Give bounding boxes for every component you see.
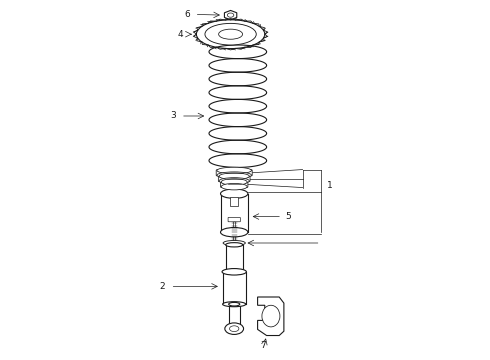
Ellipse shape: [220, 189, 248, 198]
Ellipse shape: [221, 179, 247, 185]
Ellipse shape: [223, 240, 245, 246]
FancyBboxPatch shape: [219, 176, 250, 182]
Ellipse shape: [222, 269, 246, 275]
Ellipse shape: [222, 269, 246, 274]
Text: 4: 4: [177, 30, 183, 39]
Text: 2: 2: [159, 282, 165, 291]
Ellipse shape: [262, 305, 280, 327]
Text: 5: 5: [285, 212, 291, 221]
Ellipse shape: [222, 302, 246, 307]
Ellipse shape: [196, 20, 265, 49]
Text: 1: 1: [327, 181, 333, 190]
Ellipse shape: [217, 172, 251, 179]
FancyBboxPatch shape: [220, 181, 248, 188]
FancyBboxPatch shape: [216, 170, 252, 176]
Ellipse shape: [220, 228, 248, 237]
Ellipse shape: [225, 323, 244, 334]
Text: 7: 7: [260, 341, 266, 350]
Ellipse shape: [225, 243, 243, 247]
Ellipse shape: [219, 29, 243, 39]
Ellipse shape: [219, 173, 249, 180]
Ellipse shape: [229, 326, 239, 332]
Polygon shape: [258, 297, 284, 336]
Ellipse shape: [217, 167, 251, 174]
Bar: [233, 221, 236, 241]
Polygon shape: [224, 10, 237, 20]
Ellipse shape: [227, 13, 234, 17]
FancyBboxPatch shape: [228, 217, 240, 222]
Ellipse shape: [221, 184, 247, 190]
Bar: [230, 197, 238, 206]
Text: 3: 3: [170, 112, 176, 121]
Ellipse shape: [229, 302, 240, 306]
Ellipse shape: [205, 23, 256, 45]
Text: 6: 6: [185, 10, 190, 19]
Ellipse shape: [219, 178, 249, 184]
